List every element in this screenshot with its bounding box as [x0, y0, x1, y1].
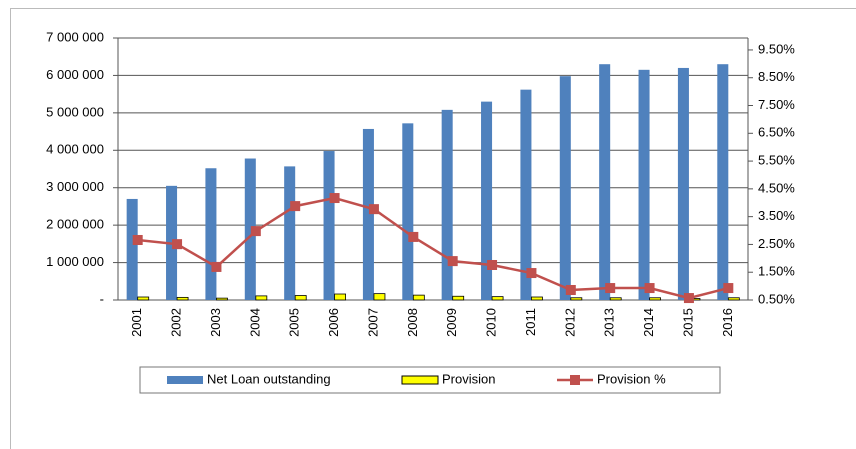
y2-tick-label: 4.50%: [758, 180, 795, 195]
marker: [408, 231, 419, 242]
marker: [526, 268, 537, 279]
marker: [447, 256, 458, 267]
frame: [10, 8, 856, 449]
bar: [205, 168, 217, 300]
y-tick-label: 6 000 000: [46, 67, 104, 82]
marker: [723, 283, 734, 294]
legend-label: Provision %: [597, 371, 666, 386]
x-tick-label: 2004: [247, 308, 262, 337]
marker: [132, 234, 143, 245]
bar: [334, 293, 346, 301]
bar: [452, 295, 465, 301]
y2-tick-label: 2.50%: [758, 236, 795, 251]
x-tick-label: 2005: [287, 308, 302, 337]
x-tick-label: 2012: [562, 308, 577, 337]
y-tick-label: 2 000 000: [46, 217, 104, 232]
bar: [677, 67, 689, 300]
legend-swatch: [401, 375, 439, 385]
x-tick-label: 2013: [602, 308, 617, 337]
x-tick-label: 2010: [484, 308, 499, 337]
marker: [683, 293, 694, 304]
marker: [565, 284, 576, 295]
x-tick-label: 2002: [169, 308, 184, 337]
bar: [717, 64, 729, 300]
x-tick-label: 2003: [208, 308, 223, 337]
bar: [176, 296, 189, 301]
bar: [491, 296, 504, 301]
bar: [520, 89, 532, 300]
y2-tick-label: 1.50%: [758, 264, 795, 279]
bar: [284, 166, 296, 300]
bar: [412, 294, 425, 301]
marker: [211, 261, 222, 272]
marker: [329, 193, 340, 204]
y2-tick-label: 0.50%: [758, 291, 795, 306]
bar: [244, 158, 256, 300]
x-tick-label: 2014: [641, 308, 656, 337]
bar: [727, 297, 740, 301]
y-tick-label: -: [100, 291, 104, 306]
marker: [368, 204, 379, 215]
marker: [487, 259, 498, 270]
x-tick-label: 2008: [405, 308, 420, 337]
y2-tick-label: 9.50%: [758, 41, 795, 56]
bar: [294, 295, 307, 301]
y-tick-label: 3 000 000: [46, 179, 104, 194]
marker: [290, 201, 301, 212]
legend-swatch: [570, 375, 580, 385]
y2-tick-label: 3.50%: [758, 208, 795, 223]
y2-tick-label: 8.50%: [758, 69, 795, 84]
y2-tick-label: 5.50%: [758, 153, 795, 168]
bar: [216, 297, 228, 301]
marker: [250, 226, 261, 237]
bar: [441, 109, 453, 300]
x-tick-label: 2009: [444, 308, 459, 337]
y2-tick-label: 7.50%: [758, 97, 795, 112]
y2-tick-label: 6.50%: [758, 125, 795, 140]
legend-label: Provision: [442, 371, 495, 386]
bar: [638, 69, 650, 300]
bar: [481, 101, 493, 300]
bar: [531, 296, 543, 301]
y-tick-label: 1 000 000: [46, 254, 104, 269]
legend-label: Net Loan outstanding: [207, 371, 331, 386]
marker: [644, 283, 655, 294]
y-tick-label: 5 000 000: [46, 104, 104, 119]
bar: [362, 128, 374, 300]
marker: [605, 283, 616, 294]
x-tick-label: 2006: [326, 308, 341, 337]
x-tick-label: 2015: [680, 308, 695, 337]
x-tick-label: 2011: [523, 308, 538, 336]
bar: [137, 296, 150, 301]
bar: [373, 293, 386, 301]
y-tick-label: 7 000 000: [46, 29, 104, 44]
y-tick-label: 4 000 000: [46, 142, 104, 157]
bar: [255, 295, 268, 301]
marker: [172, 239, 183, 250]
bar: [599, 64, 611, 300]
x-tick-label: 2007: [365, 308, 380, 337]
bar: [402, 123, 414, 300]
bar: [570, 297, 583, 301]
bar: [323, 151, 335, 300]
bar: [126, 198, 138, 300]
x-tick-label: 2016: [720, 308, 735, 337]
x-tick-label: 2001: [129, 308, 144, 337]
bar: [559, 76, 571, 300]
line: [137, 196, 729, 300]
bar: [649, 297, 661, 301]
legend-swatch: [167, 376, 203, 384]
bar: [609, 297, 622, 301]
